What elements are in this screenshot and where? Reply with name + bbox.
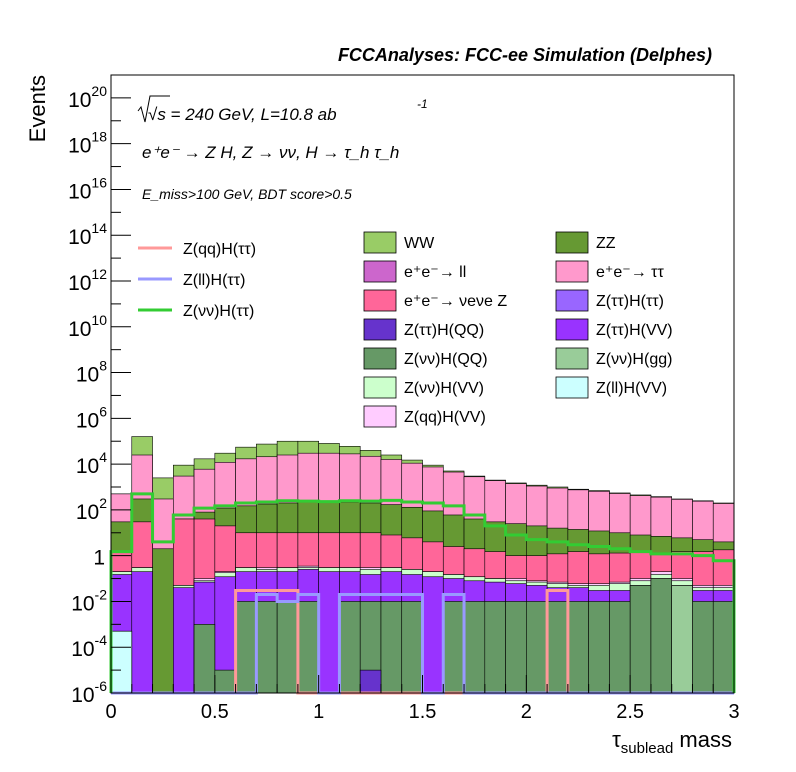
bar-vvHQQ-top-24 bbox=[609, 601, 631, 694]
bar-vvHQQ-top-21 bbox=[546, 601, 569, 694]
x-tick-label-1: 0.5 bbox=[201, 701, 229, 723]
legend-mid-label-2: e⁺e⁻→ νeνe Z bbox=[404, 293, 507, 310]
x-tick-label-3: 1.5 bbox=[409, 701, 437, 723]
legend-right-label-2: Z(ττ)H(ττ) bbox=[596, 293, 664, 310]
y-tick-label-1: 10-4 bbox=[71, 632, 107, 661]
y-tick-label-8: 1010 bbox=[68, 312, 107, 341]
annotation-energy-text: √s = 240 GeV, L=10.8 ab bbox=[148, 105, 337, 124]
legend-mid-label-5: Z(νν)H(VV) bbox=[404, 380, 484, 397]
legend-mid-swatch-0 bbox=[363, 231, 397, 254]
x-axis-label-sub: sublead bbox=[621, 740, 674, 757]
legend-left-label-2: Z(νν)H(ττ) bbox=[183, 303, 254, 320]
legend-mid-swatch-1 bbox=[363, 260, 397, 283]
y-axis-label: Events bbox=[25, 75, 50, 142]
bar-vvHQQ-top-22 bbox=[567, 601, 589, 694]
annotation-process: e⁺e⁻ → Z H, Z → νν, H → τ_h τ_h bbox=[142, 143, 399, 162]
bar-vvHQQ-top-20 bbox=[526, 601, 548, 694]
legend-mid-swatch-2 bbox=[363, 289, 397, 312]
legend-mid-label-4: Z(νν)H(QQ) bbox=[404, 351, 488, 368]
x-tick-label-5: 2.5 bbox=[616, 701, 644, 723]
legend-mid-label-6: Z(qq)H(VV) bbox=[404, 409, 486, 426]
axes: 0 0.5 1 1.5 2 2.5 3 10-6 10-4 10-2 1 102 104 106 108 10… bbox=[68, 83, 740, 723]
y-tick-label-5: 104 bbox=[76, 449, 107, 478]
y-tick-label-4: 102 bbox=[76, 495, 107, 524]
x-tick-label-4: 2 bbox=[521, 701, 532, 723]
annotation-energy: √s = 240 GeV, L=10.8 ab -1 bbox=[137, 95, 428, 124]
legend-mid-swatch-4 bbox=[363, 347, 397, 370]
annotation-energy-exp: -1 bbox=[417, 97, 428, 111]
legend-right-label-3: Z(ττ)H(VV) bbox=[596, 322, 673, 339]
legend-left-label-1: Z(ll)H(ττ) bbox=[183, 272, 245, 289]
legend-right-swatch-1 bbox=[555, 260, 589, 283]
y-tick-label-0: 10-6 bbox=[71, 678, 107, 707]
legend-right-label-1: e⁺e⁻→ ττ bbox=[596, 264, 664, 281]
legend-right-label-4: Z(νν)H(gg) bbox=[596, 351, 672, 368]
bar-ttHVV-top-1 bbox=[131, 571, 153, 694]
annotation-selection-text: E_miss>100 GeV, BDT score>0.5 bbox=[142, 186, 352, 202]
bar-vvHQQ-top-25 bbox=[629, 585, 652, 694]
bar-vvHQQ-top-7 bbox=[256, 601, 278, 694]
legend-mid-swatch-6 bbox=[363, 405, 397, 428]
bar-vvHQQ-top-13 bbox=[380, 601, 403, 694]
bar-vvHQQ-top-5 bbox=[214, 669, 236, 694]
bar-vvHQQ-top-19 bbox=[505, 601, 527, 694]
chart-title: FCCAnalyses: FCC-ee Simulation (Delphes) bbox=[338, 45, 712, 65]
legend-mid-label-0: WW bbox=[404, 235, 435, 252]
bar-ttHVV-top-15 bbox=[422, 576, 444, 694]
bar-vvHQQ-top-28 bbox=[692, 601, 714, 694]
bar-vvHQQ-top-14 bbox=[401, 601, 423, 694]
legend-mid-label-1: e⁺e⁻→ ll bbox=[404, 264, 466, 281]
legend-right-swatch-0 bbox=[555, 231, 589, 254]
bar-vvHgg-top-27 bbox=[671, 585, 693, 694]
bar-vvHQQ-top-17 bbox=[463, 601, 486, 694]
bar-vvHQQ-top-16 bbox=[442, 601, 465, 694]
legend: Z(qq)H(ττ) Z(ll)H(ττ) Z(νν)H(ττ) WW e⁺e⁻→ ll… bbox=[138, 231, 673, 428]
x-axis-label: τsublead mass bbox=[612, 727, 732, 757]
y-tick-label-11: 1016 bbox=[68, 174, 107, 203]
legend-left-label-0: Z(qq)H(ττ) bbox=[183, 241, 256, 258]
y-tick-label-6: 106 bbox=[76, 403, 107, 432]
bar-ttHQQ-top-12 bbox=[359, 669, 382, 694]
legend-mid-swatch-3 bbox=[363, 318, 397, 341]
bar-vvHQQ-top-6 bbox=[235, 601, 257, 694]
bar-vvHQQ-top-9 bbox=[297, 601, 319, 694]
bar-vvHQQ-top-29 bbox=[712, 601, 735, 694]
x-tick-label-0: 0 bbox=[105, 701, 116, 723]
bar-vvHQQ-top-18 bbox=[484, 601, 506, 694]
x-tick-label-2: 1 bbox=[313, 701, 324, 723]
bar-vvHQQ-top-8 bbox=[276, 601, 299, 694]
bar-ttHVV-top-10 bbox=[318, 571, 340, 694]
legend-right-label-0: ZZ bbox=[596, 235, 616, 252]
x-axis-label-rest: mass bbox=[673, 727, 732, 752]
x-tick-label-6: 3 bbox=[728, 701, 739, 723]
legend-mid-swatch-5 bbox=[363, 376, 397, 399]
bar-vvHQQ-top-23 bbox=[588, 601, 610, 694]
annotation-process-text: e⁺e⁻ → Z H, Z → νν, H → τ_h τ_h bbox=[142, 143, 399, 162]
y-tick-label-10: 1014 bbox=[68, 220, 107, 249]
legend-right-swatch-5 bbox=[555, 376, 589, 399]
legend-right-swatch-4 bbox=[555, 347, 589, 370]
legend-right-swatch-3 bbox=[555, 318, 589, 341]
bar-eeZ-top-2 bbox=[152, 548, 174, 694]
y-tick-label-12: 1018 bbox=[68, 129, 107, 158]
legend-right-label-5: Z(ll)H(VV) bbox=[596, 380, 667, 397]
legend-right-swatch-2 bbox=[555, 289, 589, 312]
bar-llHVV-top-0 bbox=[110, 630, 133, 694]
annotation-selection: E_miss>100 GeV, BDT score>0.5 bbox=[142, 186, 352, 202]
bar-vvHQQ-top-11 bbox=[339, 601, 361, 694]
bar-vvHQQ-top-4 bbox=[193, 624, 216, 694]
y-tick-label-2: 10-2 bbox=[71, 586, 107, 615]
legend-mid-label-3: Z(ττ)H(QQ) bbox=[404, 322, 484, 339]
bar-ttHVV-top-3 bbox=[173, 587, 195, 694]
y-tick-label-9: 1012 bbox=[68, 266, 107, 295]
y-tick-label-7: 108 bbox=[76, 358, 107, 387]
y-tick-label-3: 1 bbox=[93, 547, 105, 570]
bar-vvHQQ-top-26 bbox=[650, 578, 673, 694]
y-tick-label-13: 1020 bbox=[68, 83, 107, 112]
x-axis-label-symbol: τ bbox=[612, 727, 621, 752]
signal-line-2 bbox=[109, 492, 736, 693]
